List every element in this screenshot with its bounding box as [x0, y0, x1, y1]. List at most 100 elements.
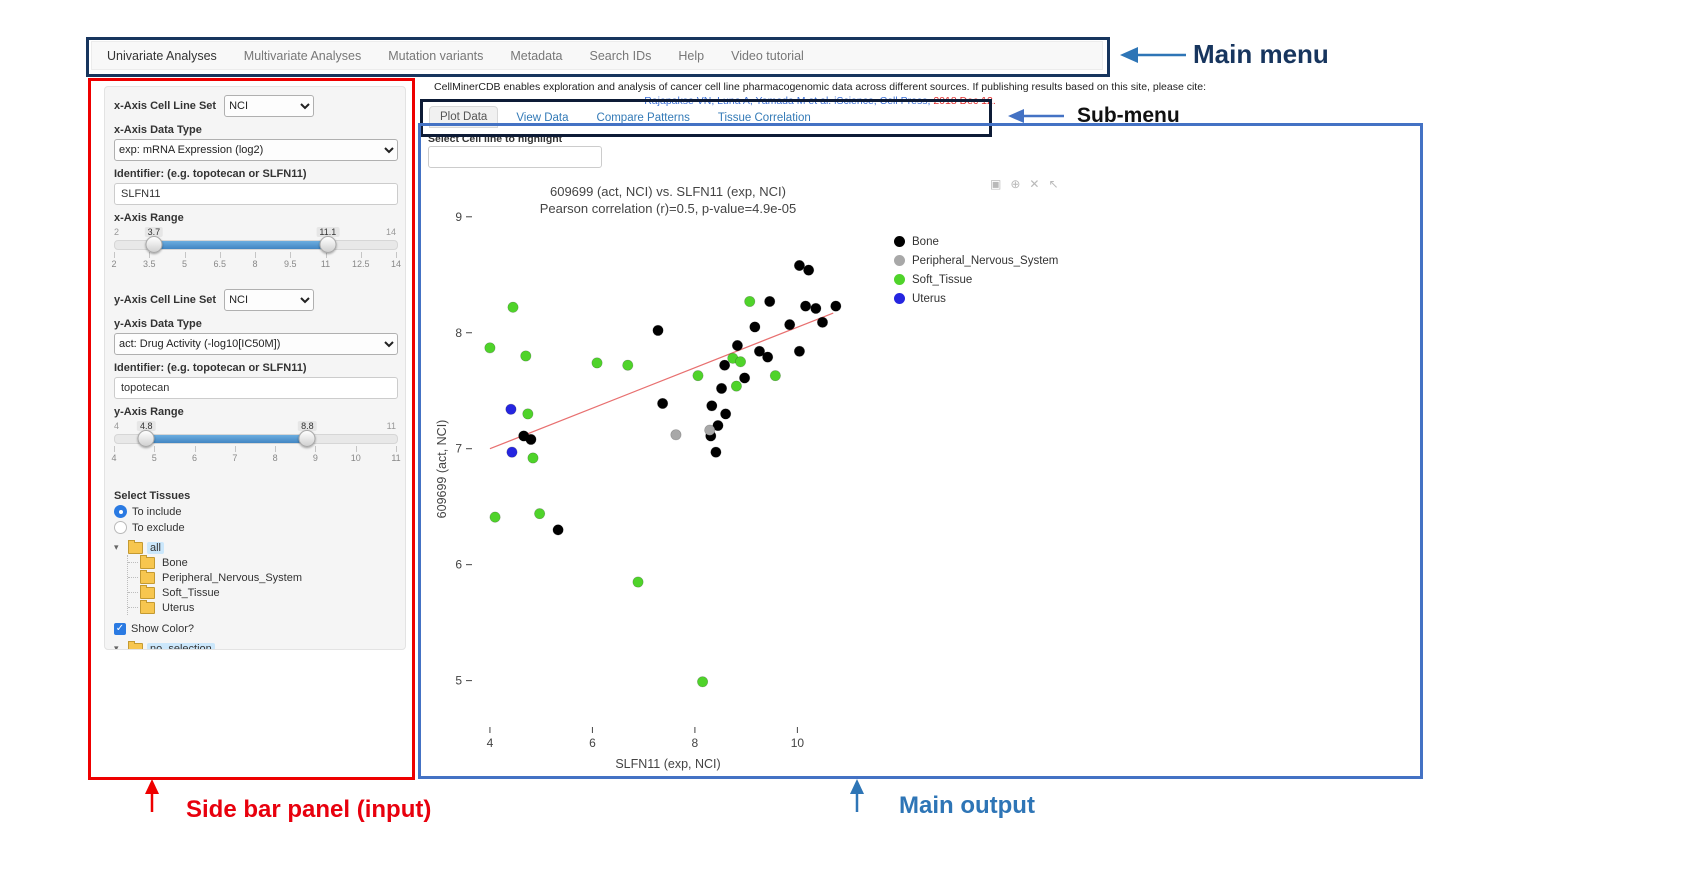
data-point-uterus[interactable] [506, 446, 518, 458]
y-cell-line-set-select[interactable]: NCI [224, 289, 315, 311]
data-point-bone[interactable] [784, 319, 796, 331]
slider-selected-bar[interactable] [146, 435, 308, 443]
data-point-bone[interactable] [764, 295, 776, 307]
tree-node-no-selection[interactable]: no_selection [147, 642, 215, 649]
data-point-bone[interactable] [800, 300, 812, 312]
tab-view-data[interactable]: View Data [516, 112, 569, 124]
data-point-bone[interactable] [830, 300, 842, 312]
show-color-checkbox[interactable]: ✓ Show Color? [114, 623, 396, 635]
x-cell-line-set-label: x-Axis Cell Line Set [114, 100, 217, 112]
data-point-soft-tissue[interactable] [697, 676, 709, 688]
legend-item-soft-tissue[interactable]: Soft_Tissue [894, 270, 1058, 289]
data-point-bone[interactable] [731, 340, 743, 352]
x-cell-line-set-select[interactable]: NCI [224, 95, 315, 117]
data-point-bone[interactable] [712, 420, 724, 432]
data-point-soft-tissue[interactable] [520, 350, 532, 362]
data-point-soft-tissue[interactable] [744, 295, 756, 307]
data-point-soft-tissue[interactable] [730, 380, 742, 392]
zoom-in-icon[interactable]: ⊕ [1010, 177, 1021, 191]
data-point-bone[interactable] [719, 359, 731, 371]
tree-node-bone[interactable]: Bone [162, 556, 188, 569]
tree-caret-icon[interactable]: ▾ [114, 643, 119, 650]
x-range-slider[interactable]: 2 14 3.7 11.1 2 3.5 5 6.5 8 9.5 11 12.5 14 [111, 227, 401, 269]
data-point-bone[interactable] [652, 324, 664, 336]
data-point-soft-tissue[interactable] [769, 370, 781, 382]
tab-compare-patterns[interactable]: Compare Patterns [596, 112, 690, 124]
data-point-peripheral-nervous-system[interactable] [670, 429, 682, 441]
data-point-bone[interactable] [753, 345, 765, 357]
data-point-bone[interactable] [816, 316, 828, 328]
main-menu-item-video-tutorial[interactable]: Video tutorial [731, 48, 804, 63]
folder-icon [140, 599, 155, 614]
citation-date: 2018 Dec 12. [933, 95, 996, 107]
main-output-arrow-icon [850, 779, 864, 812]
data-point-bone[interactable] [793, 345, 805, 357]
radio-to-exclude[interactable]: To exclude [114, 521, 396, 534]
main-menu-bar: Univariate Analyses Multivariate Analyses… [91, 41, 1103, 70]
data-point-soft-tissue[interactable] [632, 576, 644, 588]
main-menu-item-help[interactable]: Help [678, 48, 705, 63]
main-menu-item-search-ids[interactable]: Search IDs [589, 48, 652, 63]
main-menu-item-mutation-variants[interactable]: Mutation variants [388, 48, 484, 63]
y-data-type-select[interactable]: act: Drug Activity (-log10[IC50M]) [114, 333, 398, 355]
camera-icon[interactable]: ▣ [990, 177, 1002, 191]
data-point-soft-tissue[interactable] [534, 508, 546, 520]
data-point-soft-tissue[interactable] [484, 342, 496, 354]
slider-handle-to[interactable] [319, 236, 337, 253]
tab-tissue-correlation[interactable]: Tissue Correlation [717, 112, 811, 124]
data-point-bone[interactable] [720, 408, 732, 420]
svg-text:5: 5 [455, 674, 462, 688]
x-data-type-select[interactable]: exp: mRNA Expression (log2) [114, 139, 398, 161]
cell-line-highlight-input[interactable] [428, 146, 602, 168]
tab-plot-data[interactable]: Plot Data [429, 106, 499, 128]
tree-node-peripheral-nervous-system[interactable]: Peripheral_Nervous_System [162, 571, 303, 584]
tree-caret-icon[interactable]: ▾ [114, 542, 119, 552]
slider-handle-to[interactable] [298, 430, 316, 447]
data-point-soft-tissue[interactable] [527, 452, 539, 464]
main-menu-item-univariate-analyses[interactable]: Univariate Analyses [107, 48, 217, 63]
data-point-soft-tissue[interactable] [591, 357, 603, 369]
data-point-bone[interactable] [793, 259, 805, 271]
y-identifier-input[interactable] [114, 377, 398, 399]
y-identifier-label: Identifier: (e.g. topotecan or SLFN11) [114, 362, 307, 374]
data-point-soft-tissue[interactable] [692, 370, 704, 382]
scatter-plot[interactable]: 609699 (act, NCI) vs. SLFN11 (exp, NCI) P… [432, 170, 1092, 782]
slider-handle-from[interactable] [137, 430, 155, 447]
slider-selected-bar[interactable] [153, 241, 328, 249]
slider-handle-from[interactable] [145, 236, 163, 253]
legend-item-uterus[interactable]: Uterus [894, 289, 1058, 308]
data-point-bone[interactable] [552, 524, 564, 536]
pan-arrow-icon[interactable]: ↖ [1048, 177, 1059, 191]
tree-node-uterus[interactable]: Uterus [162, 601, 195, 614]
data-point-uterus[interactable] [505, 403, 517, 415]
slider-tick [219, 252, 221, 258]
data-point-bone[interactable] [525, 433, 537, 445]
legend-item-peripheral-nervous-system[interactable]: Peripheral_Nervous_System [894, 251, 1058, 270]
main-menu-item-multivariate-analyses[interactable]: Multivariate Analyses [243, 48, 362, 63]
data-point-peripheral-nervous-system[interactable] [704, 424, 716, 436]
data-point-bone[interactable] [803, 264, 815, 276]
main-menu-item-metadata[interactable]: Metadata [510, 48, 563, 63]
data-point-bone[interactable] [657, 397, 669, 409]
data-point-bone[interactable] [810, 302, 822, 314]
data-point-bone[interactable] [739, 372, 751, 384]
data-point-soft-tissue[interactable] [507, 301, 519, 313]
close-icon[interactable]: ✕ [1029, 177, 1040, 191]
y-range-slider[interactable]: 4 11 4.8 8.8 4 5 6 7 8 9 10 11 [111, 421, 401, 463]
legend-item-bone[interactable]: Bone [894, 232, 1058, 251]
tree-node-soft-tissue[interactable]: Soft_Tissue [162, 586, 220, 599]
data-point-bone[interactable] [710, 446, 722, 458]
data-point-soft-tissue[interactable] [489, 511, 501, 523]
x-identifier-input[interactable] [114, 183, 398, 205]
data-point-bone[interactable] [716, 382, 728, 394]
tree-node-all[interactable]: all [147, 541, 165, 554]
data-point-bone[interactable] [749, 321, 761, 333]
data-point-soft-tissue[interactable] [735, 356, 747, 368]
annotation-sidebar-label: Side bar panel (input) [186, 796, 432, 823]
data-point-soft-tissue[interactable] [522, 408, 534, 420]
data-point-bone[interactable] [706, 400, 718, 412]
radio-to-include[interactable]: To include [114, 505, 396, 518]
data-point-bone[interactable] [762, 351, 774, 363]
data-point-soft-tissue[interactable] [622, 359, 634, 371]
y-axis-title: 609699 (act, NCI) [435, 420, 449, 519]
